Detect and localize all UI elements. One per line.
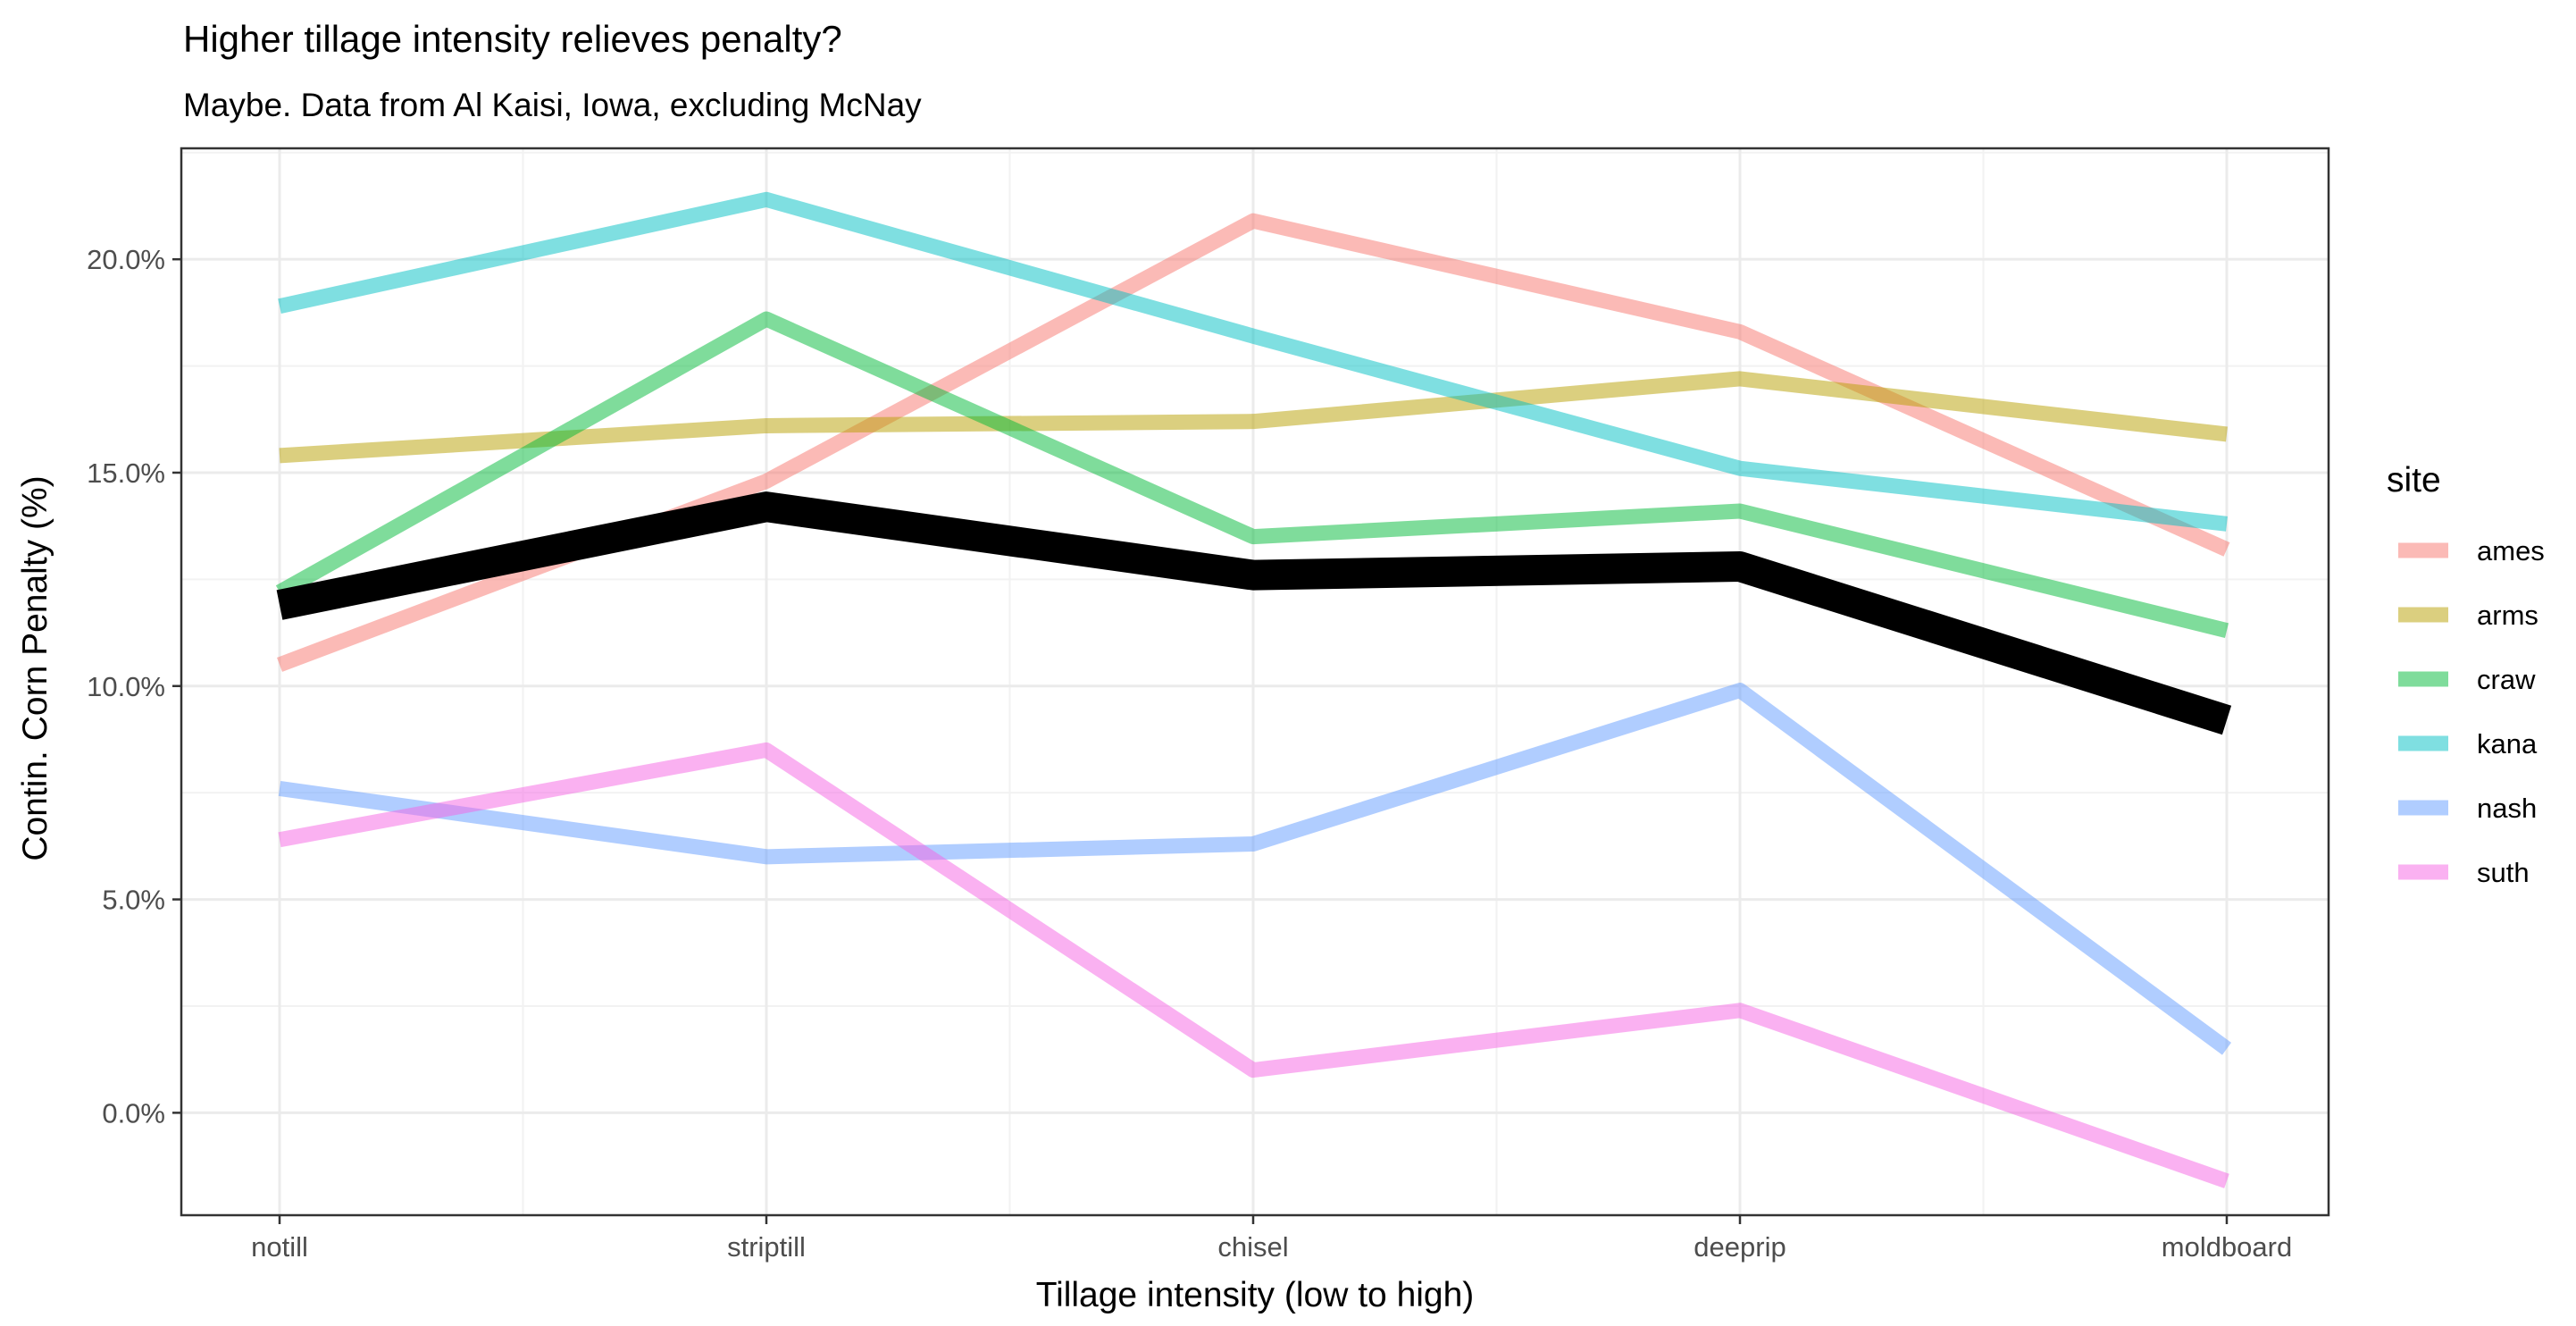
x-tick-label: notill: [251, 1231, 308, 1263]
legend-label-suth: suth: [2477, 857, 2530, 888]
x-tick-label: chisel: [1217, 1231, 1288, 1263]
y-tick-label: 15.0%: [87, 457, 165, 489]
series-line-craw: [275, 311, 2229, 638]
legend-label-craw: craw: [2477, 664, 2536, 695]
x-axis-title: Tillage intensity (low to high): [1036, 1276, 1475, 1314]
mean-line: [276, 491, 2232, 735]
legend-label-nash: nash: [2477, 793, 2537, 824]
panel-frame: [180, 147, 2330, 1217]
legend: site ames arms craw kana nash suth: [2387, 461, 2545, 888]
x-tick-label: striptill: [727, 1231, 806, 1263]
legend-label-kana: kana: [2477, 728, 2538, 760]
grid-lines: [181, 148, 2329, 1215]
y-tick-label: 5.0%: [102, 885, 165, 916]
series-lines: [275, 191, 2232, 1188]
y-tick-label: 20.0%: [87, 244, 165, 275]
chart-title: Higher tillage intensity relieves penalt…: [183, 18, 842, 60]
y-tick-label: 0.0%: [102, 1097, 165, 1129]
legend-title: site: [2387, 461, 2441, 499]
y-axis: 0.0% 5.0% 10.0% 15.0% 20.0%: [87, 244, 181, 1129]
y-axis-title: Contin. Corn Penalty (%): [16, 475, 54, 860]
series-line-arms: [279, 371, 2228, 464]
plot-panel: [181, 148, 2329, 1215]
series-line-kana: [278, 191, 2228, 532]
series-line-nash: [278, 683, 2232, 1055]
x-axis: notill striptill chisel deeprip moldboard: [251, 1215, 2292, 1263]
x-tick-label: deeprip: [1694, 1231, 1786, 1263]
panel-border: [180, 147, 2330, 1217]
legend-label-arms: arms: [2477, 600, 2538, 631]
mean-line-path: [276, 491, 2232, 735]
chart-subtitle: Maybe. Data from Al Kaisi, Iowa, excludi…: [183, 87, 922, 123]
series-line-suth: [278, 742, 2229, 1188]
y-tick-label: 10.0%: [87, 671, 165, 702]
legend-label-ames: ames: [2477, 535, 2545, 566]
plot-background: [181, 148, 2329, 1215]
x-tick-label: moldboard: [2162, 1231, 2292, 1263]
